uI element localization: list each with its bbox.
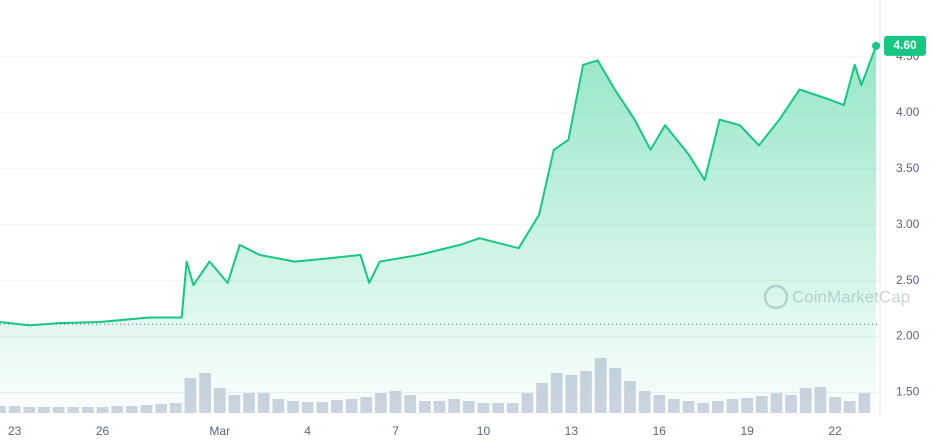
price-area: [0, 45, 877, 414]
x-tick-label: 19: [740, 424, 754, 438]
y-tick-label: 2.50: [896, 273, 920, 287]
y-tick-label: 3.50: [896, 161, 920, 175]
x-tick-label: 4: [304, 424, 311, 438]
x-tick-label: 16: [653, 424, 667, 438]
y-tick-label: 3.00: [896, 217, 920, 231]
x-tick-label: 26: [96, 424, 110, 438]
x-tick-label: 13: [565, 424, 579, 438]
y-tick-label: 1.50: [896, 385, 920, 399]
price-tag-label: 4.60: [893, 38, 917, 52]
x-tick-label: Mar: [209, 424, 230, 438]
last-point: [872, 41, 881, 50]
price-line: [0, 45, 878, 327]
x-tick-label: 10: [477, 424, 491, 438]
price-tag: [884, 35, 926, 56]
y-tick-label: 4.00: [896, 105, 920, 119]
x-tick-label: 23: [8, 424, 22, 438]
x-tick-label: 7: [392, 424, 399, 438]
y-tick-label: 2.00: [896, 329, 920, 343]
x-tick-label: 22: [828, 424, 842, 438]
